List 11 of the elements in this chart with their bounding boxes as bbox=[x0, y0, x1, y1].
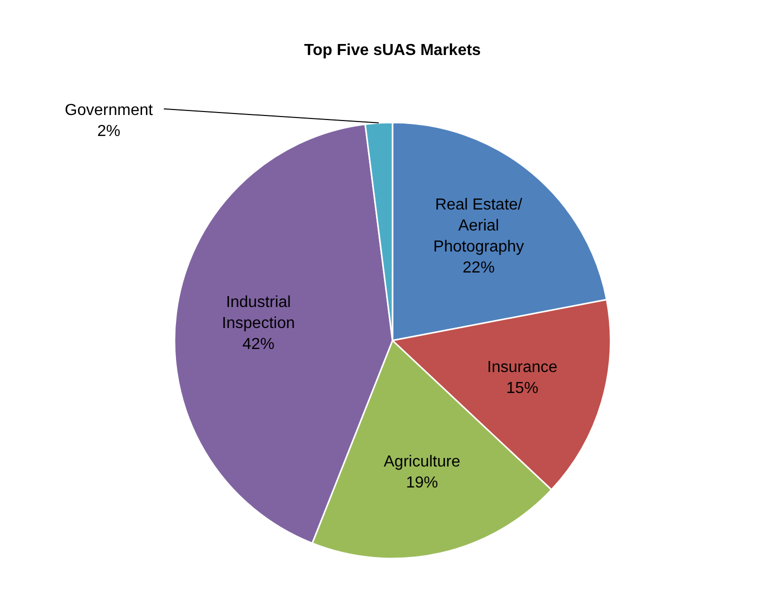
data-label: 22% bbox=[462, 259, 495, 276]
data-label: 15% bbox=[506, 380, 538, 398]
slice-label: Industrial Inspection bbox=[222, 294, 295, 332]
data-label: 19% bbox=[406, 474, 438, 492]
slice-label: Real Estate/ Aerial Photography bbox=[433, 196, 524, 256]
data-label: 42% bbox=[242, 336, 274, 354]
slice-label: Agriculture bbox=[384, 453, 460, 470]
data-label: 2% bbox=[97, 122, 120, 140]
chart-title: Top Five sUAS Markets bbox=[304, 42, 481, 59]
slice-label: Insurance bbox=[487, 359, 558, 376]
slice-label: Government bbox=[64, 102, 154, 119]
